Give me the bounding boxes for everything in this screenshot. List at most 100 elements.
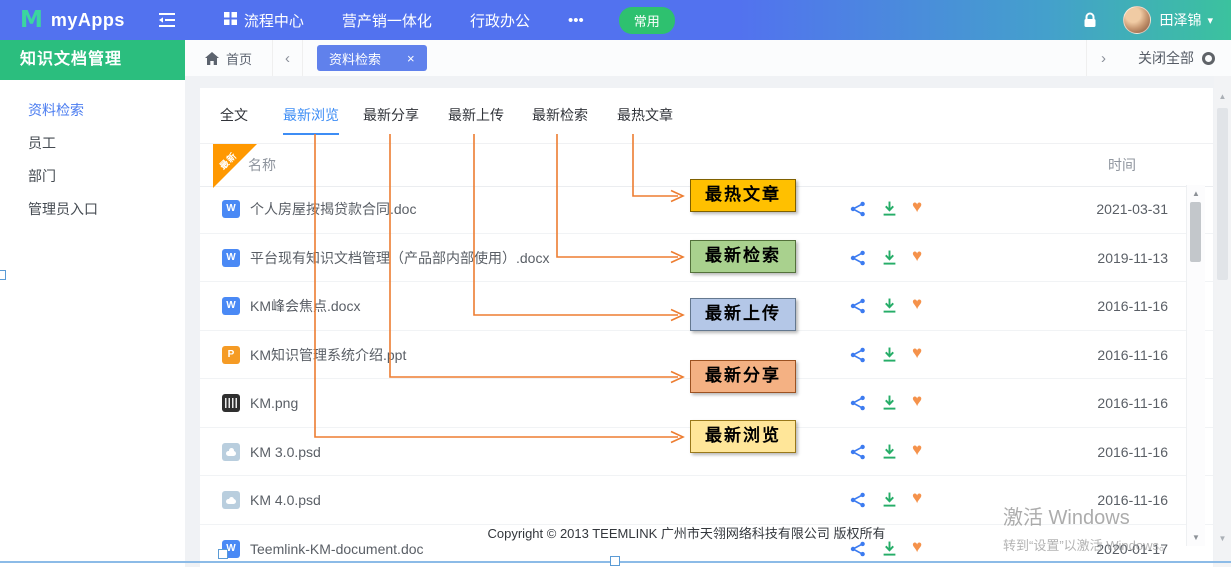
share-icon[interactable] [850, 201, 866, 217]
close-all-button[interactable]: 关闭全部 [1120, 48, 1231, 68]
file-name[interactable]: KM知识管理系统介绍.ppt [250, 346, 407, 363]
filter-tabs: 全文 最新浏览 最新分享 最新上传 最新检索 最热文章 [200, 95, 900, 135]
file-type-icon: P [222, 345, 240, 364]
page-scroll-down-icon[interactable]: ▼ [1218, 534, 1227, 543]
favorite-icon[interactable]: ♥ [912, 488, 923, 507]
column-name: 名称 [248, 157, 276, 173]
file-name[interactable]: KM.png [250, 395, 299, 411]
table-row[interactable]: KM 4.0.psd ♥ 2016-11-16 [200, 476, 1213, 525]
lock-icon[interactable] [1083, 12, 1097, 28]
file-date: 2020-01-17 [1096, 540, 1168, 557]
window-tabstrip: 首页 ‹ 资料检索 × › 关闭全部 [185, 40, 1231, 77]
filter-tab[interactable]: 最新上传 [448, 107, 504, 123]
topbar-right: 田泽锦 ▾ [1083, 6, 1213, 34]
table-row[interactable]: W KM峰会焦点.docx ♥ 2016-11-16 [200, 282, 1213, 331]
topnav-item[interactable]: ••• [568, 12, 584, 29]
share-icon[interactable] [850, 250, 866, 266]
share-icon[interactable] [850, 541, 866, 557]
home-tab[interactable]: 首页 [185, 40, 274, 76]
filter-tab[interactable]: 最新分享 [363, 107, 419, 123]
favorites-pill[interactable]: 常用 [618, 6, 675, 34]
page-scrollbar[interactable]: ▲ ▼ [1214, 76, 1231, 567]
download-icon[interactable] [882, 395, 897, 410]
close-icon[interactable]: × [407, 50, 415, 66]
sidebar-menu: 资料检索员工部门管理员入口 [0, 94, 185, 226]
filter-tab[interactable]: 最新浏览 [283, 95, 339, 135]
file-date: 2016-11-16 [1097, 492, 1168, 508]
user-avatar[interactable] [1123, 6, 1152, 34]
download-icon[interactable] [882, 250, 897, 265]
file-name[interactable]: KM 4.0.psd [250, 492, 321, 508]
table-row[interactable]: P KM知识管理系统介绍.ppt ♥ 2016-11-16 [200, 331, 1213, 379]
app-logo[interactable]: M myApps [20, 7, 125, 33]
scroll-down-icon[interactable]: ▼ [1192, 533, 1200, 542]
menu-fold-icon[interactable] [158, 13, 175, 27]
page-scrollbar-thumb[interactable] [1217, 108, 1228, 280]
filter-tab[interactable]: 最热文章 [617, 107, 673, 123]
topnav-item[interactable]: 流程中心 [223, 10, 304, 31]
table-row[interactable]: W 个人房屋按揭贷款合同.doc ♥ 2021-03-31 [200, 185, 1213, 234]
share-icon[interactable] [850, 347, 866, 363]
tab-scroll-left[interactable]: ‹ [273, 40, 304, 76]
download-icon[interactable] [882, 492, 897, 507]
favorite-icon[interactable]: ♥ [912, 245, 923, 265]
download-icon[interactable] [882, 347, 897, 362]
favorite-icon[interactable]: ♥ [912, 439, 923, 459]
share-icon[interactable] [850, 298, 866, 314]
topnav-item[interactable]: 营产销一体化 [342, 10, 432, 31]
sidebar-item[interactable]: 管理员入口 [28, 201, 98, 217]
file-name[interactable]: Teemlink-KM-document.doc [250, 540, 424, 557]
favorite-icon[interactable]: ♥ [912, 391, 923, 410]
scroll-up-icon[interactable]: ▲ [1192, 189, 1200, 198]
file-type-icon [222, 394, 240, 412]
home-icon [205, 51, 219, 65]
table-header: 最新 名称 时间 [200, 143, 1213, 188]
download-icon[interactable] [882, 541, 897, 556]
file-type-icon: W [222, 297, 240, 315]
table-row[interactable]: W 平台现有知识文档管理（产品部内部使用）.docx ♥ 2019-11-13 [200, 234, 1213, 282]
sidebar-item[interactable]: 资料检索 [28, 102, 84, 118]
list-scrollbar[interactable]: ▲ ▼ [1186, 185, 1205, 546]
logo-m-icon: M [20, 7, 43, 33]
gear-icon[interactable] [1202, 51, 1215, 65]
download-icon[interactable] [882, 201, 897, 216]
download-icon[interactable] [882, 298, 897, 313]
file-name[interactable]: KM峰会焦点.docx [250, 298, 361, 314]
file-type-icon: W [222, 200, 240, 218]
file-date: 2016-11-16 [1097, 443, 1168, 460]
filter-tab[interactable]: 最新检索 [532, 107, 588, 123]
file-date: 2016-11-16 [1097, 346, 1168, 363]
favorite-icon[interactable]: ♥ [912, 294, 923, 313]
sidebar-item[interactable]: 部门 [28, 168, 56, 184]
selection-handle [610, 556, 620, 566]
download-icon[interactable] [882, 444, 897, 459]
file-name[interactable]: 平台现有知识文档管理（产品部内部使用）.docx [250, 249, 550, 266]
topnav-label: 营产销一体化 [341, 12, 432, 30]
file-name[interactable]: KM 3.0.psd [250, 443, 321, 460]
topnav-item[interactable]: 行政办公 [470, 10, 530, 31]
share-icon[interactable] [850, 395, 866, 411]
favorite-icon[interactable]: ♥ [912, 197, 923, 216]
table-row[interactable]: KM 3.0.psd ♥ 2016-11-16 [200, 428, 1213, 476]
table-row[interactable]: KM.png ♥ 2016-11-16 [200, 379, 1213, 428]
topnav-label: ••• [567, 11, 584, 29]
filter-tab[interactable]: 全文 [220, 107, 248, 123]
user-name[interactable]: 田泽锦 [1159, 12, 1202, 28]
favorite-icon[interactable]: ♥ [912, 342, 923, 362]
file-list: W 个人房屋按揭贷款合同.doc ♥ 2021-03-31 W 平台现有知识文档… [200, 185, 1213, 567]
share-icon[interactable] [850, 444, 866, 460]
sidebar-item[interactable]: 员工 [28, 135, 56, 151]
scrollbar-thumb[interactable] [1190, 202, 1201, 262]
favorite-icon[interactable]: ♥ [912, 536, 923, 556]
tab-scroll-right[interactable]: › [1086, 40, 1120, 76]
topbar: M myApps 流程中心 营产销一体化 [0, 0, 1231, 40]
share-icon[interactable] [850, 492, 866, 508]
column-time: 时间 [1108, 157, 1136, 173]
topnav-label: 流程中心 [243, 12, 304, 30]
copyright-text: Copyright © 2013 TEEMLINK 广州市天翎网络科技有限公司 … [487, 526, 886, 541]
file-name[interactable]: 个人房屋按揭贷款合同.doc [250, 201, 417, 217]
content-area: 全文 最新浏览 最新分享 最新上传 最新检索 最热文章 最新 名称 时间 W 个人房屋按揭… [185, 76, 1231, 567]
page-scroll-up-icon[interactable]: ▲ [1218, 92, 1227, 101]
file-date: 2021-03-31 [1096, 201, 1168, 217]
active-window-tab[interactable]: 资料检索 × [317, 45, 427, 71]
